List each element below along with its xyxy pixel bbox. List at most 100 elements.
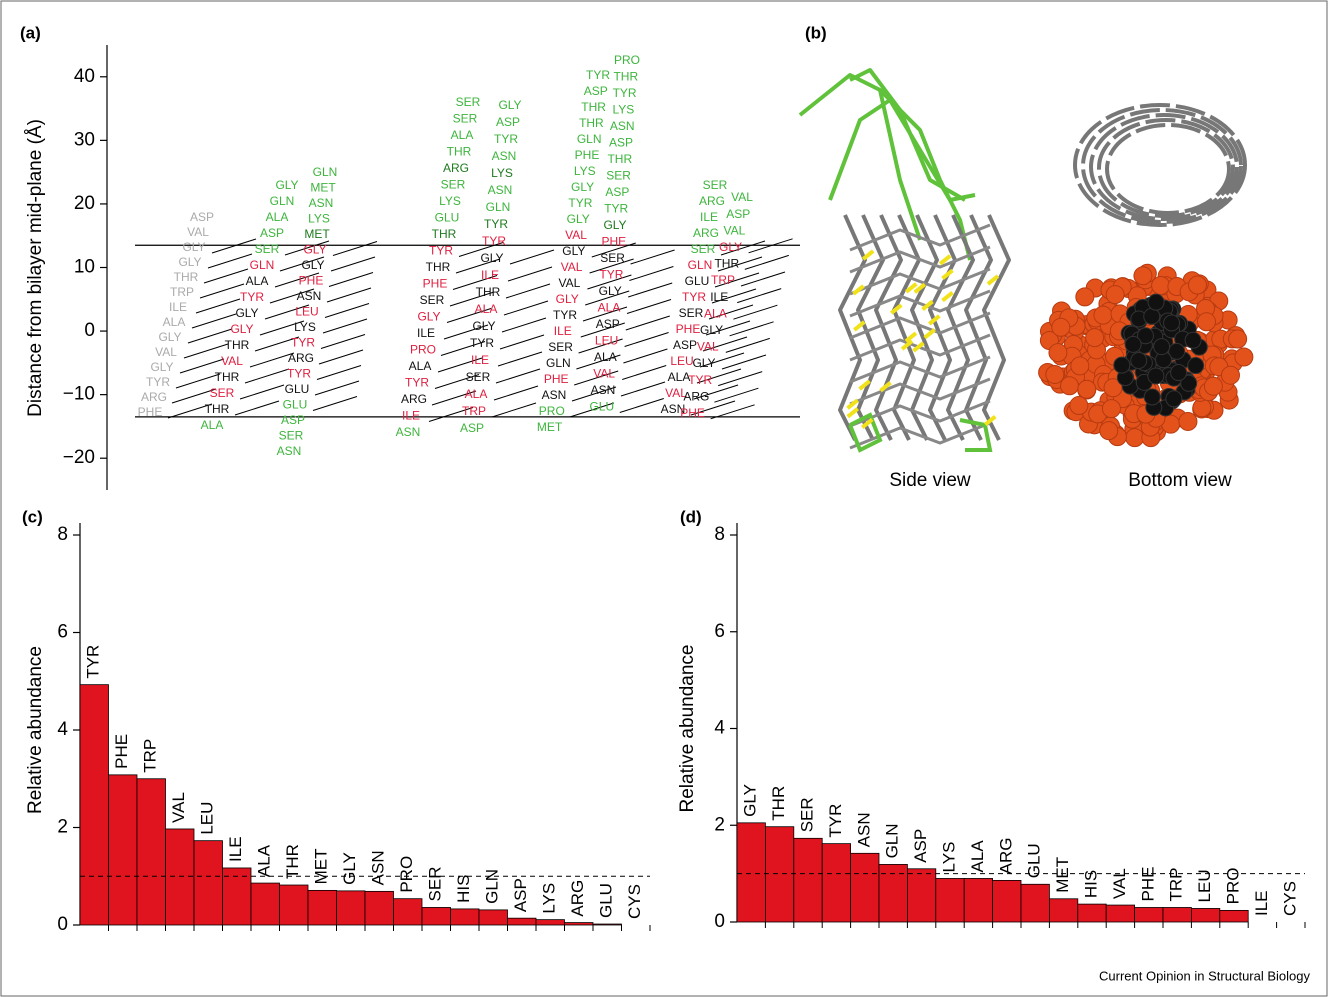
atom — [1045, 364, 1065, 384]
y-tick-label: 0 — [84, 320, 95, 341]
residue: ALA — [246, 274, 269, 288]
category-label: TYR — [826, 804, 845, 838]
footer: Current Opinion in Structural Biology — [1099, 968, 1310, 983]
h-bond-line — [449, 291, 495, 307]
residue: ALA — [704, 306, 727, 320]
y-tick-label: 10 — [74, 257, 95, 278]
residue: VAL — [221, 354, 243, 368]
residue: THR — [447, 145, 472, 159]
atom — [1085, 328, 1105, 348]
ring — [1073, 103, 1247, 227]
residue: ALA — [266, 210, 289, 224]
strand — [964, 214, 993, 441]
h-bond-line — [626, 299, 672, 314]
category-label: THR — [283, 844, 302, 879]
residue: LYS — [491, 166, 513, 180]
bar — [1134, 907, 1164, 923]
category-label: MET — [1053, 857, 1072, 893]
category-label: GLU — [1025, 843, 1044, 878]
h-bond-line — [569, 402, 614, 418]
residue: ALA — [594, 350, 617, 364]
residue: TYR — [291, 336, 315, 350]
residue: ILE — [471, 353, 489, 367]
residue: PHE — [544, 372, 569, 386]
h-bond-line — [183, 343, 229, 359]
y-tick-label: 8 — [714, 524, 725, 545]
bar — [222, 867, 252, 926]
panel-label: (a) — [20, 23, 41, 42]
atom — [1048, 343, 1068, 363]
residue: GLY — [158, 330, 181, 344]
residue: TRP — [170, 285, 194, 299]
core-atom — [1187, 357, 1205, 375]
residue: THR — [225, 338, 250, 352]
core-atom — [1130, 352, 1148, 370]
residue: GLN — [577, 132, 602, 146]
bar — [907, 868, 937, 923]
residue: ILE — [169, 300, 187, 314]
residue: LYS — [613, 103, 635, 117]
bar — [963, 878, 994, 923]
strand — [849, 377, 991, 406]
atom — [1133, 266, 1153, 286]
bar — [1077, 903, 1107, 923]
residue: PRO — [539, 404, 565, 418]
category-label: ILE — [1252, 890, 1271, 916]
residue: ASN — [542, 388, 567, 402]
residue: ILE — [481, 268, 499, 282]
h-bond-line — [259, 320, 305, 336]
residue: THR — [613, 70, 638, 84]
bar — [564, 922, 594, 926]
residue: ASN — [297, 289, 322, 303]
y-tick-label: −20 — [63, 447, 95, 468]
category-label: ASP — [511, 878, 530, 912]
residue: THR — [476, 285, 501, 299]
residue: ASP — [673, 338, 697, 352]
atom — [1069, 396, 1089, 416]
strand — [849, 245, 991, 274]
y-tick-label: 2 — [714, 814, 725, 835]
y-tick-label: 2 — [57, 817, 68, 838]
h-bond-line — [328, 272, 374, 287]
h-bond-line — [431, 390, 477, 406]
h-bond-line — [491, 402, 537, 418]
side-chain — [984, 415, 997, 427]
residue: VAL — [731, 190, 753, 204]
atom — [1178, 411, 1198, 431]
residue: SER — [456, 95, 481, 109]
core-atom — [1147, 367, 1165, 385]
residue: TYR — [568, 196, 592, 210]
core-atom — [1170, 364, 1188, 382]
h-bond-line — [628, 282, 673, 298]
category-label: CYS — [625, 884, 644, 919]
residue: SER — [606, 169, 631, 183]
h-bond-line — [495, 368, 541, 384]
residue: SER — [255, 242, 280, 256]
residue: ARG — [443, 161, 469, 175]
h-bond-line — [725, 337, 770, 353]
residue: GLY — [562, 244, 585, 258]
category-label: ALA — [968, 840, 987, 873]
h-bond-line — [332, 241, 378, 256]
residue: SER — [679, 306, 704, 320]
h-bond-line — [620, 381, 666, 397]
h-bond-line — [699, 352, 745, 368]
category-label: SER — [797, 797, 816, 832]
side-chain — [941, 268, 954, 280]
y-axis-label: Distance from bilayer mid-plane (Å) — [25, 119, 46, 417]
h-bond-line — [748, 238, 793, 254]
residue: GLY — [150, 360, 173, 374]
bar — [364, 890, 394, 926]
atom — [1101, 399, 1121, 419]
category-label: VAL — [169, 792, 188, 823]
residue: VAL — [187, 225, 209, 239]
residue: PHE — [601, 235, 626, 249]
h-bond-line — [729, 321, 774, 337]
residue: ARG — [683, 389, 709, 403]
category-label: ASN — [854, 812, 873, 847]
bar — [193, 840, 223, 926]
h-bond-line — [269, 288, 315, 304]
h-bond-line — [710, 404, 755, 420]
side-chain — [928, 314, 941, 326]
